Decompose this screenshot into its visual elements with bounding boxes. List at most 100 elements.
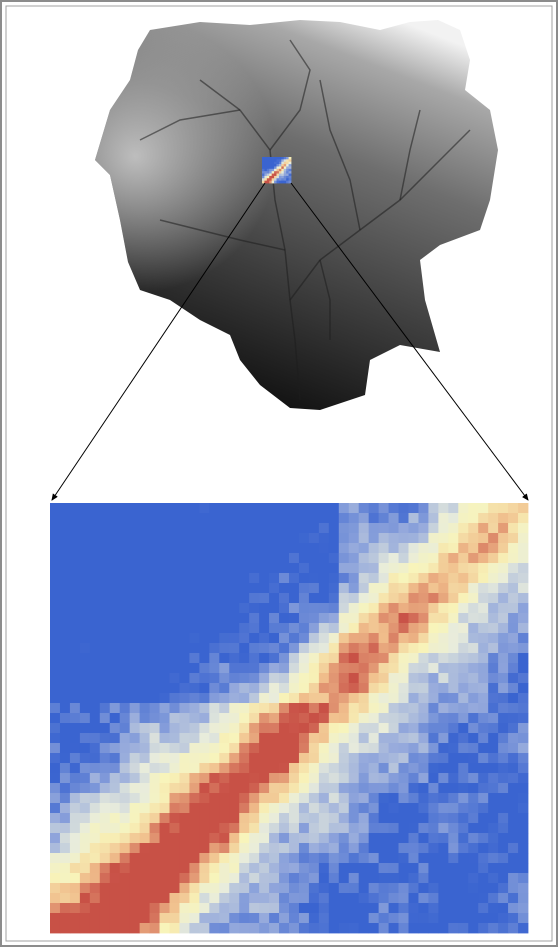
raster-cell (140, 803, 150, 813)
raster-cell (274, 178, 277, 181)
raster-cell (319, 703, 329, 713)
raster-cell (179, 913, 189, 923)
raster-cell (418, 543, 428, 553)
raster-cell (339, 673, 349, 683)
raster-cell (518, 613, 528, 623)
raster-cell (219, 833, 229, 843)
raster-cell (170, 523, 180, 533)
raster-cell (60, 843, 70, 853)
raster-cell (120, 723, 130, 733)
raster-cell (389, 763, 399, 773)
raster-cell (249, 853, 259, 863)
raster-cell (508, 893, 518, 903)
raster-cell (299, 573, 309, 583)
raster-cell (189, 533, 199, 543)
raster-cell (130, 913, 140, 923)
raster-cell (249, 623, 259, 633)
raster-cell (488, 543, 498, 553)
raster-cell (130, 553, 140, 563)
raster-cell (289, 863, 299, 873)
raster-cell (284, 157, 287, 160)
raster-cell (299, 613, 309, 623)
raster-cell (229, 623, 239, 633)
raster-cell (409, 593, 419, 603)
raster-cell (70, 833, 80, 843)
raster-cell (259, 603, 269, 613)
raster-cell (249, 813, 259, 823)
raster-cell (229, 873, 239, 883)
raster-cell (90, 613, 100, 623)
raster-cell (60, 923, 70, 933)
raster-cell (339, 583, 349, 593)
raster-cell (339, 573, 349, 583)
raster-cell (229, 843, 239, 853)
raster-cell (150, 613, 160, 623)
raster-cell (289, 178, 292, 181)
raster-cell (189, 623, 199, 633)
raster-cell (289, 773, 299, 783)
raster-cell (160, 603, 170, 613)
raster-cell (239, 913, 249, 923)
raster-cell (399, 613, 409, 623)
raster-cell (267, 181, 270, 184)
raster-cell (389, 773, 399, 783)
raster-cell (272, 174, 275, 177)
raster-cell (286, 171, 289, 174)
raster-cell (399, 683, 409, 693)
raster-cell (319, 903, 329, 913)
raster-cell (160, 853, 170, 863)
raster-cell (267, 162, 270, 165)
raster-cell (120, 883, 130, 893)
raster-cell (229, 733, 239, 743)
raster-cell (130, 503, 140, 513)
raster-cell (349, 833, 359, 843)
raster-cell (488, 673, 498, 683)
raster-cell (219, 703, 229, 713)
raster-cell (409, 523, 419, 533)
raster-cell (262, 178, 265, 181)
raster-cell (269, 643, 279, 653)
raster-cell (70, 863, 80, 873)
raster-cell (277, 171, 280, 174)
raster-cell (498, 903, 508, 913)
raster-cell (418, 503, 428, 513)
raster-cell (150, 693, 160, 703)
raster-cell (120, 733, 130, 743)
raster-cell (110, 533, 120, 543)
raster-cell (349, 793, 359, 803)
raster-cell (249, 753, 259, 763)
raster-cell (508, 603, 518, 613)
raster-cell (60, 873, 70, 883)
raster-cell (448, 883, 458, 893)
raster-cell (468, 773, 478, 783)
raster-cell (160, 913, 170, 923)
raster-cell (269, 823, 279, 833)
raster-cell (448, 553, 458, 563)
raster-cell (458, 893, 468, 903)
raster-cell (179, 713, 189, 723)
raster-cell (259, 893, 269, 903)
raster-cell (130, 573, 140, 583)
raster-cell (508, 623, 518, 633)
raster-cell (498, 913, 508, 923)
raster-cell (90, 643, 100, 653)
raster-cell (259, 633, 269, 643)
raster-cell (110, 573, 120, 583)
raster-cell (70, 723, 80, 733)
raster-cell (219, 523, 229, 533)
raster-cell (219, 823, 229, 833)
raster-cell (281, 181, 284, 184)
raster-cell (239, 523, 249, 533)
raster-cell (329, 833, 339, 843)
raster-cell (468, 533, 478, 543)
raster-cell (339, 733, 349, 743)
raster-cell (199, 553, 209, 563)
raster-cell (319, 823, 329, 833)
raster-cell (309, 513, 319, 523)
raster-cell (478, 833, 488, 843)
raster-cell (199, 713, 209, 723)
raster-cell (249, 643, 259, 653)
raster-cell (259, 853, 269, 863)
raster-cell (209, 603, 219, 613)
raster-cell (90, 563, 100, 573)
